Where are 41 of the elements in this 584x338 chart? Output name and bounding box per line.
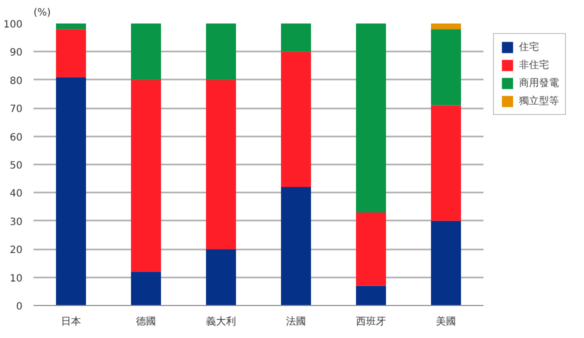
bar <box>281 187 311 306</box>
y-tick-label: 100 <box>3 20 23 30</box>
y-tick-label: 0 <box>16 302 23 312</box>
bar <box>431 220 461 306</box>
x-tick-label: 義大利 <box>206 316 236 328</box>
y-tick-label: 70 <box>10 104 23 116</box>
bar <box>131 24 161 80</box>
y-tick-label: 80 <box>10 76 23 87</box>
y-tick-label: 50 <box>10 160 23 172</box>
legend-label: 獨立型等 <box>519 94 559 108</box>
y-axis-title: (%) <box>34 8 51 18</box>
y-tick-label: 90 <box>10 48 23 59</box>
legend-label: 住宅 <box>519 40 539 54</box>
y-tick-label: 60 <box>10 132 23 144</box>
bar <box>56 77 86 306</box>
y-tick-label: 40 <box>10 188 23 200</box>
bar <box>356 286 386 306</box>
bar <box>281 52 311 188</box>
y-tick-label: 10 <box>10 273 23 284</box>
bar <box>206 80 236 250</box>
bar <box>356 24 386 212</box>
x-tick-label: 日本 <box>61 316 81 328</box>
bar <box>431 24 461 30</box>
x-tick-label: 法國 <box>286 316 306 328</box>
legend-label: 非住宅 <box>519 58 549 72</box>
y-tick-label: 30 <box>10 216 23 228</box>
x-tick-label: 德國 <box>136 316 156 328</box>
bar <box>431 105 461 221</box>
x-tick-label: 美國 <box>436 316 456 328</box>
bar <box>56 24 86 30</box>
bar <box>206 24 236 80</box>
x-tick-label: 西班牙 <box>356 316 386 328</box>
bar <box>356 212 386 286</box>
bar <box>56 29 86 78</box>
bar <box>206 249 236 306</box>
legend-label: 商用發電 <box>519 76 559 90</box>
y-tick-label: 20 <box>10 245 23 256</box>
bar <box>281 24 311 52</box>
bar <box>431 29 461 106</box>
bar <box>131 272 161 306</box>
bar <box>131 80 161 272</box>
